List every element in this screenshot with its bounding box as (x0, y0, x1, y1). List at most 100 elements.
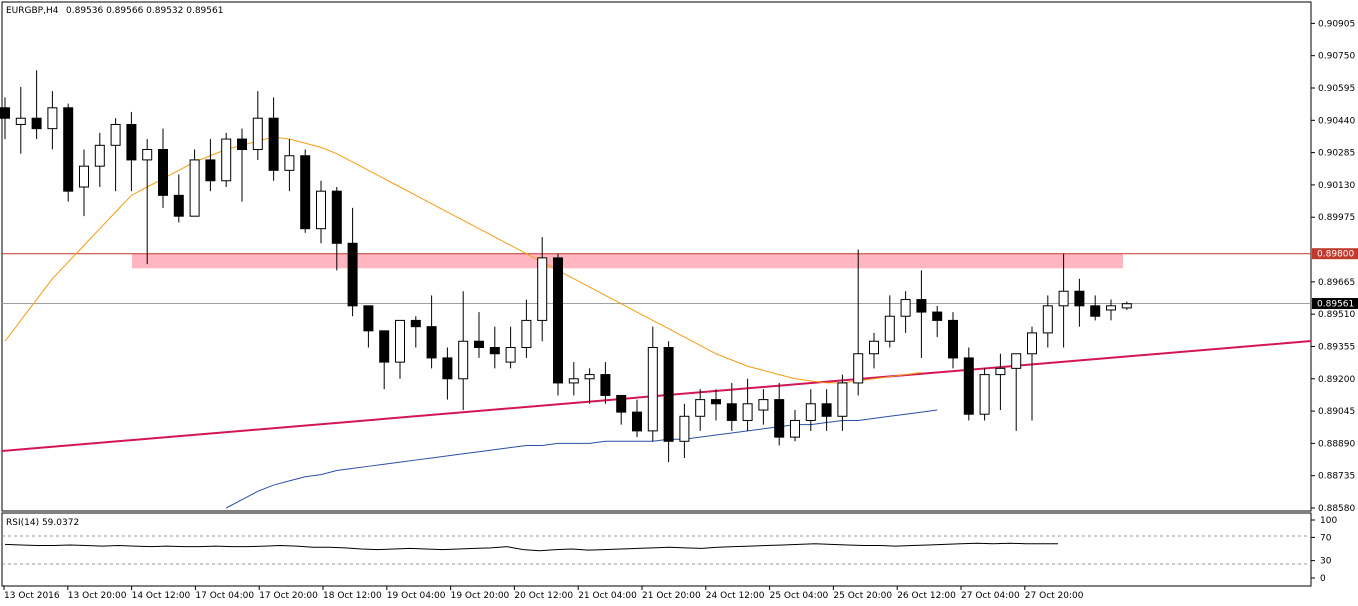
candle-body (1058, 290, 1069, 307)
ma-fast-line (4, 136, 922, 384)
x-tick-label: 19 Oct 20:00 (451, 591, 510, 601)
chart-title: EURGBP,H4 (6, 6, 59, 16)
y-tick-label: 0.90130 (1318, 181, 1355, 191)
candle-body (252, 117, 263, 150)
candle-body (632, 411, 642, 432)
candle-body (426, 326, 437, 359)
candle-body (742, 403, 753, 421)
candle-body (300, 155, 311, 230)
candle-body (79, 165, 89, 188)
candle-body (916, 299, 927, 313)
rsi-tick-label: 30 (1320, 557, 1332, 567)
x-tick-label: 21 Oct 20:00 (642, 591, 701, 601)
x-tick-label: 27 Oct 04:00 (961, 591, 1020, 601)
candle-body (316, 190, 326, 230)
x-tick-label: 14 Oct 12:00 (132, 591, 191, 601)
candle-body (537, 257, 548, 321)
x-tick-label: 20 Oct 12:00 (514, 591, 573, 601)
candle-body (663, 347, 674, 442)
candle-body (869, 340, 879, 355)
candle-body (1121, 303, 1132, 309)
candle-body (948, 319, 958, 359)
y-tick-label: 0.89355 (1318, 342, 1355, 352)
candle-body (600, 374, 611, 396)
candle-body (979, 374, 990, 415)
candle-body (15, 117, 26, 125)
candle-body (110, 123, 121, 146)
rsi-tick-label: 70 (1320, 533, 1332, 543)
candle-body (142, 148, 153, 161)
rsi-tick-label: 100 (1320, 516, 1337, 526)
x-tick-label: 13 Oct 2016 (4, 591, 60, 601)
x-tick-label: 13 Oct 20:00 (68, 591, 127, 601)
candle-body (1027, 332, 1037, 355)
y-tick-label: 0.88890 (1318, 439, 1355, 449)
x-tick-label: 19 Oct 04:00 (387, 591, 446, 601)
resistance-zone (132, 253, 1123, 269)
y-tick-label: 0.90440 (1318, 116, 1355, 126)
rsi-tick-label: 0 (1320, 574, 1326, 584)
candle-body (237, 138, 247, 150)
x-tick-label: 17 Oct 04:00 (195, 591, 254, 601)
y-tick-label: 0.90595 (1318, 84, 1355, 94)
candle-body (853, 353, 864, 384)
price-axis: 0.90905 0.90750 0.90595 0.90440 0.90285 0.901… (1311, 19, 1355, 514)
candle-body (679, 415, 690, 442)
candle-body (379, 330, 390, 363)
candle-body (1074, 290, 1085, 307)
candle-body (363, 305, 374, 332)
candles (0, 70, 1132, 463)
ma-slow-line (225, 409, 938, 509)
candle-body (932, 311, 943, 321)
candle-body (221, 138, 232, 182)
candle-body (521, 319, 532, 349)
candle-body (568, 378, 579, 384)
candle-body (94, 144, 105, 167)
candle-body (695, 399, 706, 417)
x-tick-label: 26 Oct 12:00 (897, 591, 956, 601)
candle-body (442, 357, 453, 380)
candle-body (268, 117, 279, 171)
ma-slow-path (225, 409, 938, 509)
candle-body (347, 242, 358, 307)
candle-body (774, 399, 785, 438)
candle-body (1106, 305, 1116, 311)
candle-body (331, 190, 342, 244)
rsi-frame (1, 512, 1312, 587)
candle-body (884, 315, 895, 342)
candle-body (805, 403, 816, 421)
candle-body (189, 159, 200, 217)
y-tick-label: 0.88735 (1318, 472, 1355, 482)
candle-body (616, 394, 627, 413)
y-tick-label: 0.90905 (1318, 19, 1355, 29)
svg-text:0.89561: 0.89561 (1317, 300, 1354, 310)
current-price-tag: 0.89561 (1312, 298, 1358, 310)
candle-body (126, 123, 137, 161)
x-tick-label: 25 Oct 04:00 (770, 591, 829, 601)
x-tick-label: 18 Oct 12:00 (323, 591, 382, 601)
candle-body (837, 382, 848, 417)
candle-body (410, 319, 421, 328)
candle-body (395, 319, 405, 363)
rsi-line (4, 542, 1058, 552)
candle-body (489, 347, 500, 355)
candle-body (821, 403, 832, 417)
candle-body (584, 374, 595, 380)
candle-body (205, 159, 216, 182)
candle-body (173, 194, 184, 217)
candle-body (647, 347, 658, 432)
x-tick-label: 17 Oct 20:00 (259, 591, 318, 601)
candle-body (711, 399, 721, 405)
candle-body (284, 155, 295, 171)
candle-body (900, 299, 911, 317)
candle-body (963, 357, 974, 415)
y-tick-label: 0.89975 (1318, 213, 1355, 223)
candle-body (758, 399, 769, 411)
candle-body (31, 117, 42, 130)
x-tick-label: 25 Oct 20:00 (833, 591, 892, 601)
candle-body (790, 419, 800, 438)
rsi-path (4, 542, 1058, 552)
ohlc-values: 0.89536 0.89566 0.89532 0.89561 (66, 6, 223, 16)
candle-body (505, 347, 516, 363)
time-axis: 13 Oct 2016 13 Oct 20:00 14 Oct 12:00 17 Oc… (3, 586, 1084, 601)
